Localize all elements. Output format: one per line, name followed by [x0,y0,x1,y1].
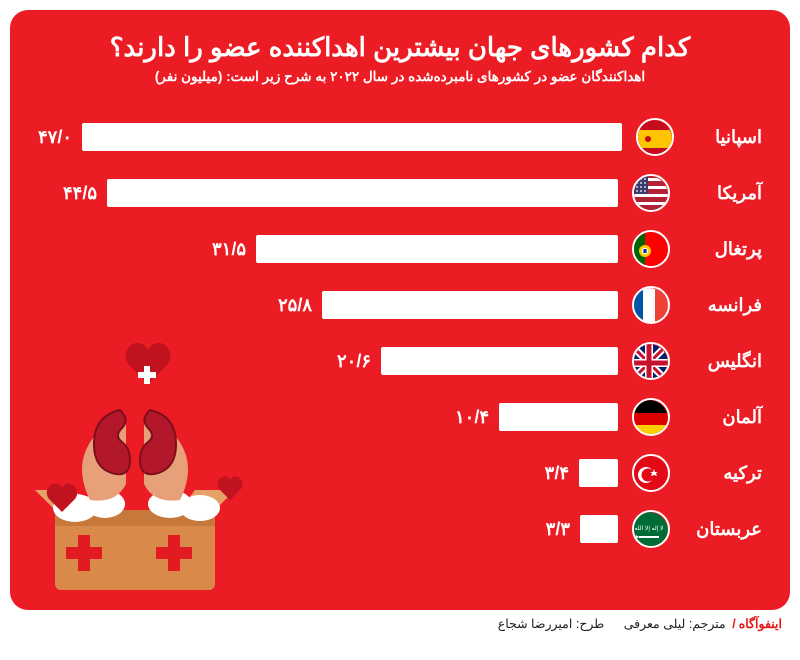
bar [381,347,618,375]
country-label: اسپانیا [688,127,762,148]
bar-value: ۴۴/۵ [63,183,97,204]
bar-row: آلمان ۱۰/۴ [38,389,762,445]
country-label: عربستان [684,519,762,540]
bar-row: اسپانیا ۴۷/۰ [38,109,762,165]
bar-row: پرتغال ۳۱/۵ [38,221,762,277]
brand-name: اینفوآگاه [739,617,782,631]
bar-row: انگلیس ۲۰/۶ [38,333,762,389]
bar-value: ۲۵/۸ [278,295,312,316]
bar-value: ۳/۳ [546,519,570,540]
bar-row: فرانسه ۲۵/۸ [38,277,762,333]
portugal-flag-icon [632,230,670,268]
translator-role: مترجم: [689,617,726,631]
country-label: انگلیس [684,351,762,372]
design-role: طرح: [576,617,604,631]
bar-wrap: ۲۵/۸ [38,291,618,319]
country-label: ترکیه [684,463,762,484]
bar-row: عربستان لا إله إلا الله ۳/۳ [38,501,762,557]
france-flag-icon [632,286,670,324]
turkey-flag-icon [632,454,670,492]
bar-wrap: ۲۰/۶ [38,347,618,375]
bar-value: ۱۰/۴ [455,407,489,428]
bar-value: ۴۷/۰ [38,127,72,148]
bar-wrap: ۱۰/۴ [38,403,618,431]
bar-wrap: ۴۴/۵ [38,179,618,207]
bar-value: ۳۱/۵ [212,239,246,260]
bar-wrap: ۳/۴ [38,459,618,487]
bar [107,179,618,207]
translator-name: لیلی معرفی [624,617,686,631]
country-label: پرتغال [684,239,762,260]
design-name: امیررضا شجاع [498,617,573,631]
bar-wrap: ۴۷/۰ [38,123,622,151]
bar [579,459,618,487]
bar-wrap: ۳/۳ [38,515,618,543]
svg-text:لا إله إلا الله: لا إله إلا الله [635,525,664,532]
bar [499,403,618,431]
germany-flag-icon [632,398,670,436]
bar [256,235,618,263]
bar-wrap: ۳۱/۵ [38,235,618,263]
bar [322,291,618,319]
uk-flag-icon [632,342,670,380]
bar [580,515,618,543]
infographic-panel: کدام کشورهای جهان بیشترین اهداکننده عضو … [10,10,790,610]
saudi-flag-icon: لا إله إلا الله [632,510,670,548]
country-label: آمریکا [684,183,762,204]
bar [82,123,622,151]
credits-line: اینفوآگاه/ مترجم: لیلی معرفی طرح: امیررض… [10,616,790,631]
bar-rows: اسپانیا ۴۷/۰ آمریکا ۴۴/۵ پرتغال ۳۱/۵ فرانسه ۲۵/… [38,109,762,557]
usa-flag-icon [632,174,670,212]
country-label: فرانسه [684,295,762,316]
bar-value: ۲۰/۶ [337,351,371,372]
bar-row: آمریکا ۴۴/۵ [38,165,762,221]
bar-value: ۳/۴ [545,463,569,484]
country-label: آلمان [684,407,762,428]
chart-title: کدام کشورهای جهان بیشترین اهداکننده عضو … [38,32,762,63]
chart-subtitle: اهداکنندگان عضو در کشورهای نامبرده‌شده د… [38,69,762,85]
spain-flag-icon [636,118,674,156]
bar-row: ترکیه ۳/۴ [38,445,762,501]
